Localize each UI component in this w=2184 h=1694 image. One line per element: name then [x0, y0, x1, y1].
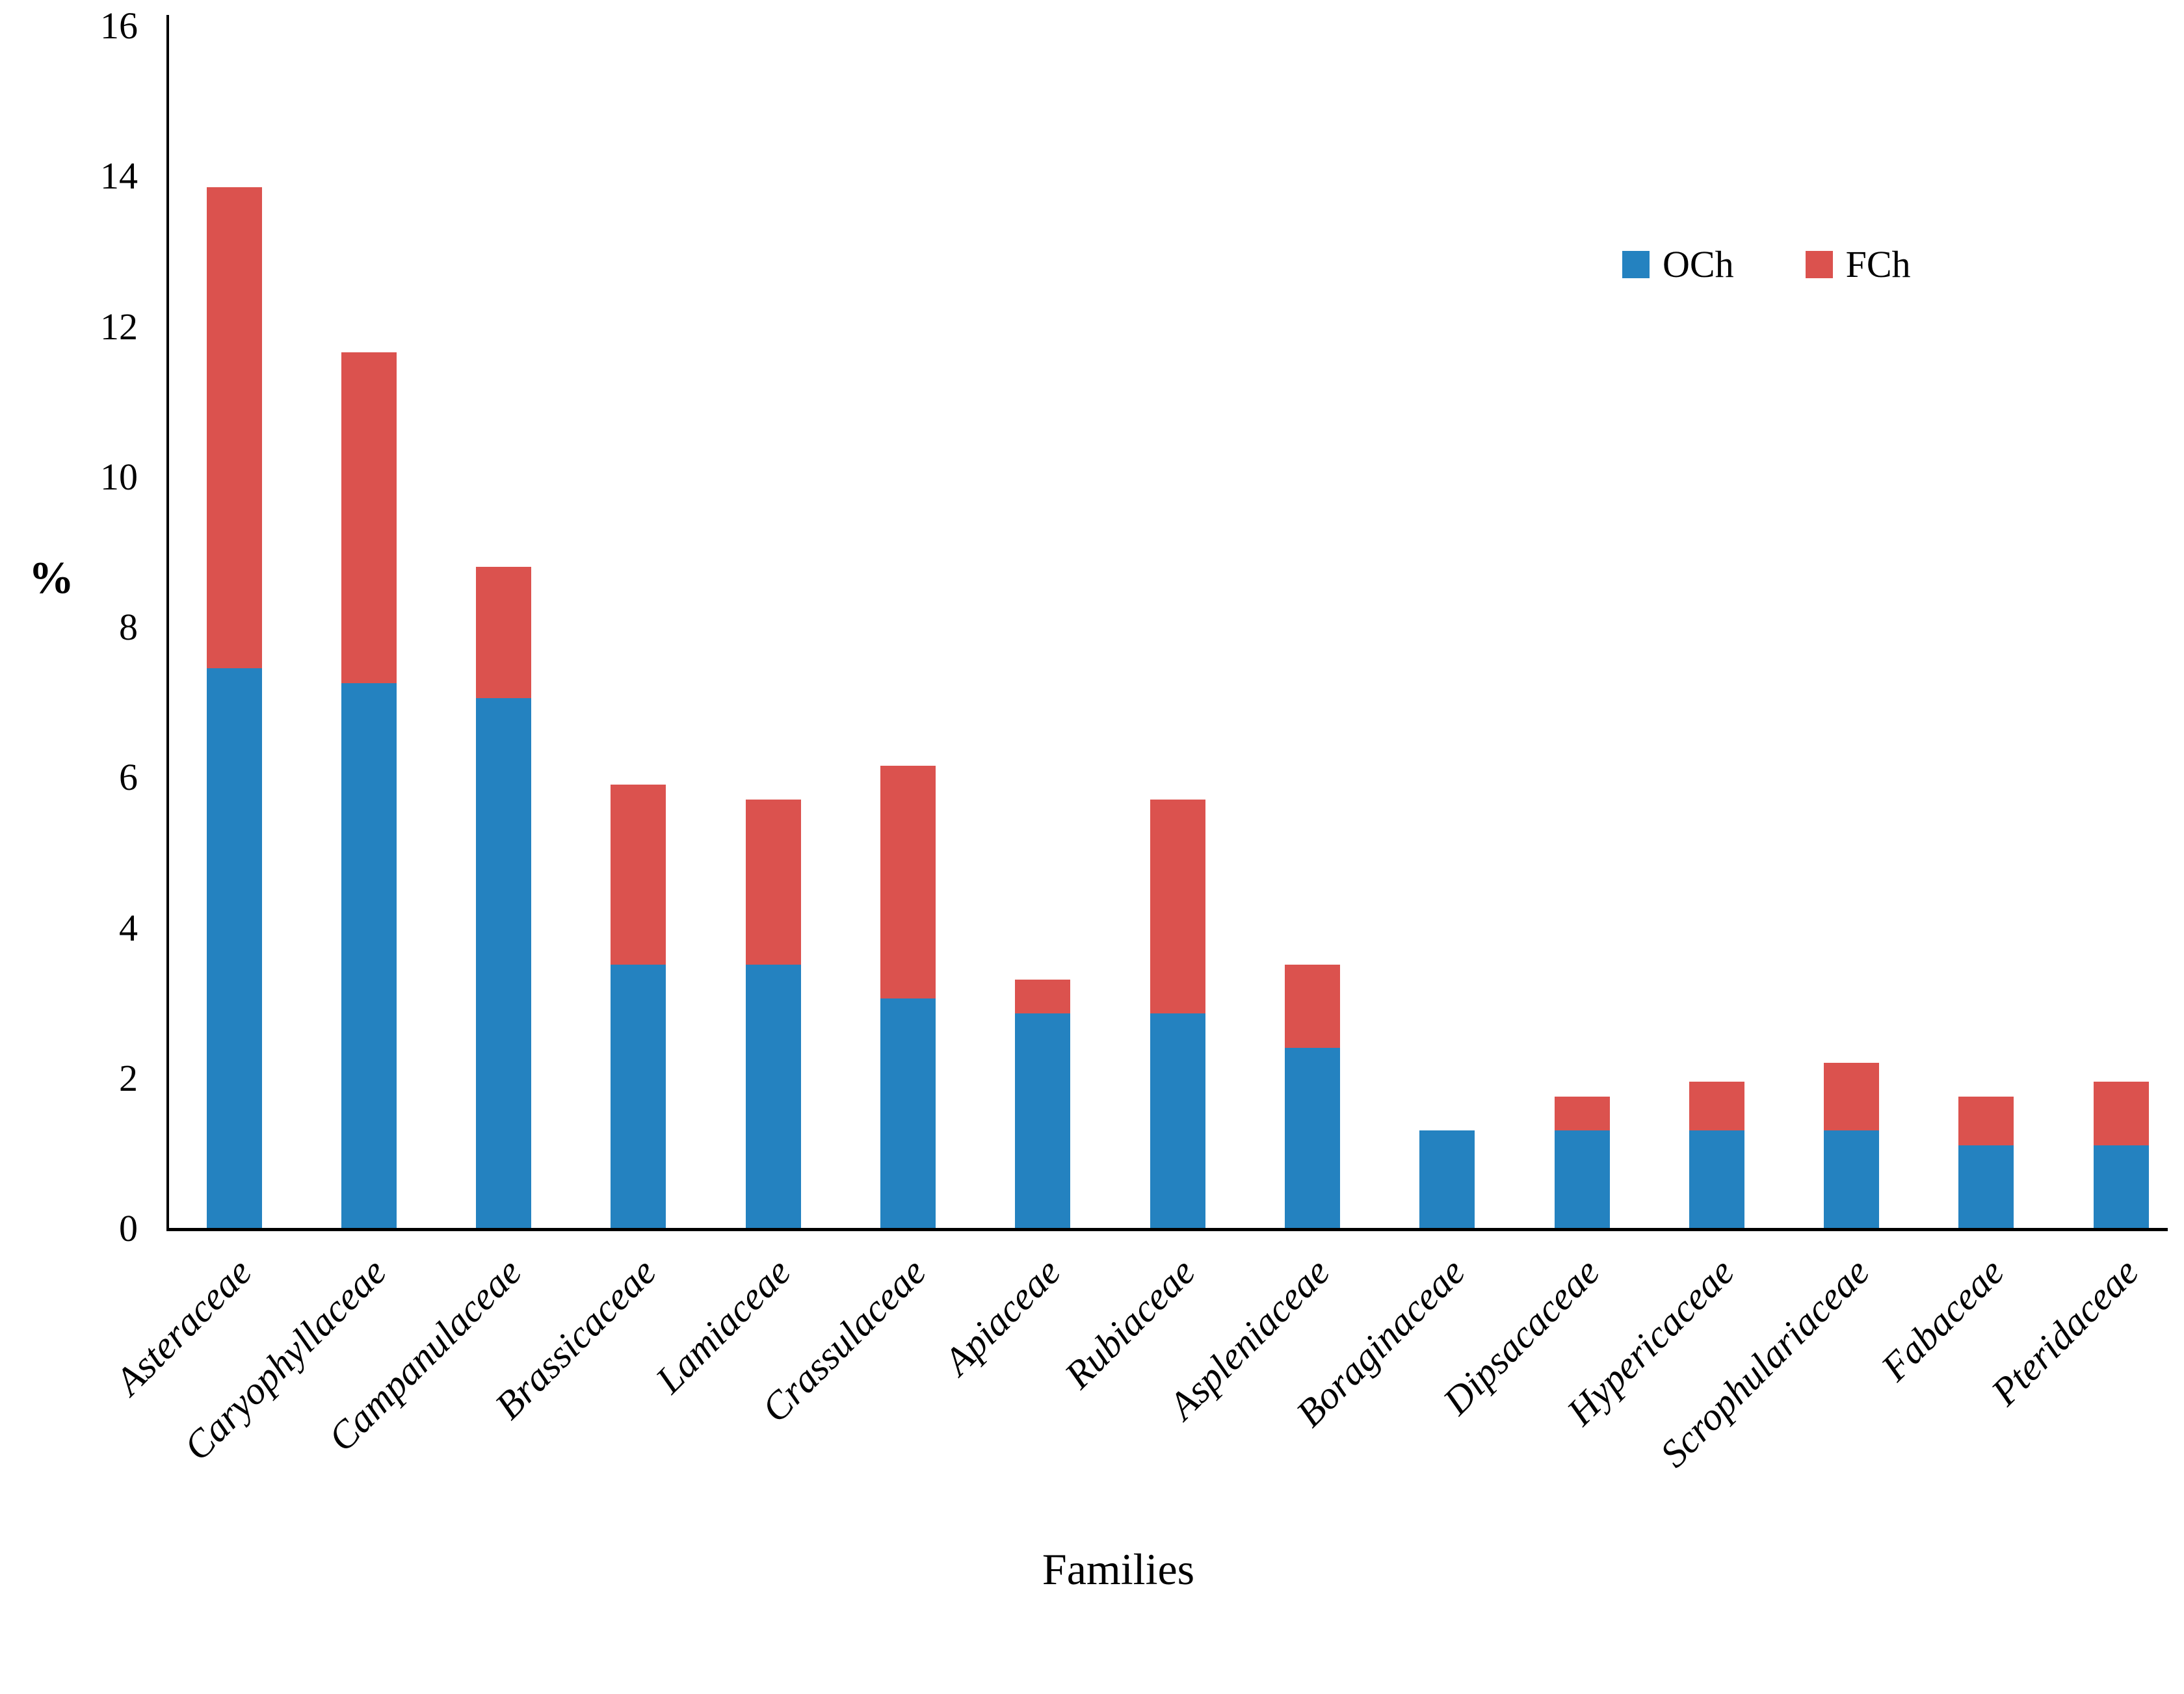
bar-segment-och-lamiaceae	[745, 965, 801, 1228]
bar-group-aspleniaceae	[1284, 965, 1340, 1228]
bar-segment-fch-aspleniaceae	[1284, 965, 1340, 1048]
bar-segment-fch-pteridaceae	[2093, 1081, 2149, 1145]
y-tick-label-6: 6	[119, 756, 138, 799]
bar-group-pteridaceae	[2093, 1081, 2149, 1228]
bar-group-apiaceae	[1015, 980, 1071, 1228]
bar-segment-och-caryophyllaceae	[341, 683, 397, 1228]
bar-group-hypericaceae	[1689, 1081, 1744, 1228]
bar-segment-fch-fabaceae	[1958, 1096, 2014, 1145]
y-tick-label-14: 14	[100, 155, 138, 198]
bar-segment-fch-apiaceae	[1015, 980, 1071, 1014]
bar-segment-och-crassulaceae	[880, 998, 936, 1228]
bar-segment-och-dipsacaceae	[1554, 1130, 1610, 1228]
y-tick-label-2: 2	[119, 1056, 138, 1099]
x-axis-title: Families	[1042, 1544, 1195, 1594]
bar-segment-fch-caryophyllaceae	[341, 352, 397, 683]
y-tick-label-16: 16	[100, 5, 138, 47]
bar-segment-och-campanulaceae	[476, 697, 532, 1228]
bar-group-rubiaceae	[1150, 799, 1205, 1228]
bar-segment-fch-brassicaceae	[611, 784, 666, 965]
legend-label-fch: FCh	[1845, 243, 1911, 285]
bar-group-scrophulariaceae	[1824, 1062, 1880, 1228]
bar-segment-och-asteraceae	[206, 668, 262, 1228]
y-axis-title: %	[29, 553, 74, 603]
bar-segment-och-brassicaceae	[611, 965, 666, 1228]
bar-group-fabaceae	[1958, 1096, 2014, 1228]
y-tick-label-4: 4	[119, 906, 138, 949]
bar-segment-fch-hypericaceae	[1689, 1081, 1744, 1130]
bar-segment-och-boraginaceae	[1419, 1130, 1475, 1228]
legend: OCh FCh	[1622, 246, 1911, 283]
bar-group-campanulaceae	[476, 566, 532, 1228]
bar-group-caryophyllaceae	[341, 352, 397, 1228]
bar-segment-och-pteridaceae	[2093, 1145, 2149, 1228]
bar-segment-och-hypericaceae	[1689, 1130, 1744, 1228]
bar-group-dipsacaceae	[1554, 1096, 1610, 1228]
bar-segment-fch-crassulaceae	[880, 765, 936, 999]
bar-segment-och-rubiaceae	[1150, 1013, 1205, 1228]
y-axis-line	[166, 15, 169, 1231]
bar-group-lamiaceae	[745, 799, 801, 1228]
y-tick-label-12: 12	[100, 305, 138, 348]
bar-segment-fch-dipsacaceae	[1554, 1096, 1610, 1130]
bar-group-boraginaceae	[1419, 1130, 1475, 1228]
y-tick-label-8: 8	[119, 606, 138, 648]
y-tick-label-0: 0	[119, 1207, 138, 1249]
bar-group-brassicaceae	[611, 784, 666, 1228]
legend-swatch-och	[1622, 251, 1650, 278]
bar-segment-och-apiaceae	[1015, 1013, 1071, 1228]
bar-segment-och-fabaceae	[1958, 1145, 2014, 1228]
legend-label-och: OCh	[1663, 243, 1734, 285]
bar-segment-fch-asteraceae	[206, 187, 262, 668]
legend-item-fch: FCh	[1805, 243, 1911, 285]
bar-segment-och-aspleniaceae	[1284, 1047, 1340, 1228]
legend-item-och: OCh	[1622, 246, 1734, 283]
bar-segment-fch-campanulaceae	[476, 566, 532, 698]
bar-segment-och-scrophulariaceae	[1824, 1130, 1880, 1228]
y-tick-label-10: 10	[100, 455, 138, 498]
bar-segment-fch-lamiaceae	[745, 799, 801, 965]
bar-group-crassulaceae	[880, 765, 936, 1228]
bar-segment-fch-rubiaceae	[1150, 799, 1205, 1014]
bar-group-asteraceae	[206, 187, 262, 1228]
x-axis-line	[166, 1228, 2168, 1231]
bar-segment-fch-scrophulariaceae	[1824, 1062, 1880, 1130]
plot-area	[168, 25, 2166, 1228]
stacked-bar-chart-figure: % 0 2 4 6 8 10 12 14 16 OCh FCh Asteraceae Caryop…	[29, 5, 2168, 1594]
legend-swatch-fch	[1805, 251, 1833, 278]
